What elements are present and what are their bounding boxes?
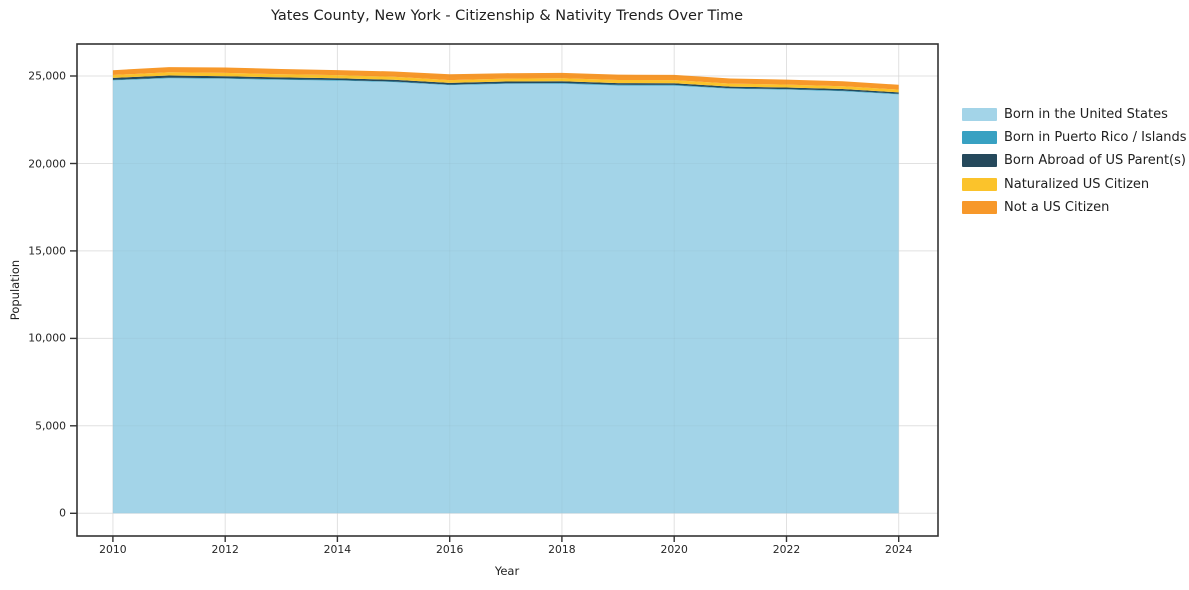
plot-border — [76, 43, 939, 537]
legend-swatch-icon — [962, 108, 997, 122]
legend-item-0: Born in the United States — [962, 103, 1187, 126]
y-tick-label: 15,000 — [28, 244, 66, 258]
y-tick-label: 10,000 — [28, 331, 66, 345]
area-series-3 — [112, 72, 899, 93]
legend-item-label: Born in Puerto Rico / Islands — [1004, 130, 1187, 146]
legend-item-label: Naturalized US Citizen — [1004, 176, 1150, 192]
x-tick-label: 2014 — [323, 543, 352, 556]
legend-item-3: Naturalized US Citizen — [962, 173, 1187, 196]
area-series-4 — [112, 67, 899, 90]
legend-item-label: Not a US Citizen — [1004, 199, 1110, 215]
x-tick-label: 2016 — [435, 543, 464, 556]
legend-item-4: Not a US Citizen — [962, 196, 1187, 219]
legend-swatch-icon — [962, 131, 997, 145]
y-tick-label: 25,000 — [28, 69, 66, 83]
area-series-2 — [112, 75, 899, 94]
y-axis-label: Population — [8, 259, 22, 321]
legend-item-1: Born in Puerto Rico / Islands — [962, 126, 1187, 149]
area-series-0 — [112, 78, 899, 514]
x-tick-label: 2010 — [99, 543, 127, 556]
x-tick-label: 2022 — [772, 543, 801, 556]
x-axis-label: Year — [494, 564, 520, 578]
x-tick-label: 2024 — [884, 543, 913, 556]
y-tick-label: 0 — [59, 506, 66, 520]
y-tick-label: 5,000 — [35, 419, 66, 433]
x-tick-label: 2020 — [660, 543, 688, 556]
legend-item-2: Born Abroad of US Parent(s) — [962, 149, 1187, 172]
legend-swatch-icon — [962, 154, 997, 168]
legend-swatch-icon — [962, 177, 997, 191]
legend: Born in the United States Born in Puerto … — [962, 103, 1187, 219]
x-tick-label: 2018 — [548, 543, 576, 556]
legend-item-label: Born Abroad of US Parent(s) — [1004, 153, 1186, 169]
chart-title: Yates County, New York - Citizenship & N… — [270, 8, 744, 24]
y-tick-label: 20,000 — [28, 157, 66, 170]
legend-swatch-icon — [962, 200, 997, 214]
legend-item-label: Born in the United States — [1004, 107, 1168, 123]
x-tick-label: 2012 — [211, 543, 239, 556]
